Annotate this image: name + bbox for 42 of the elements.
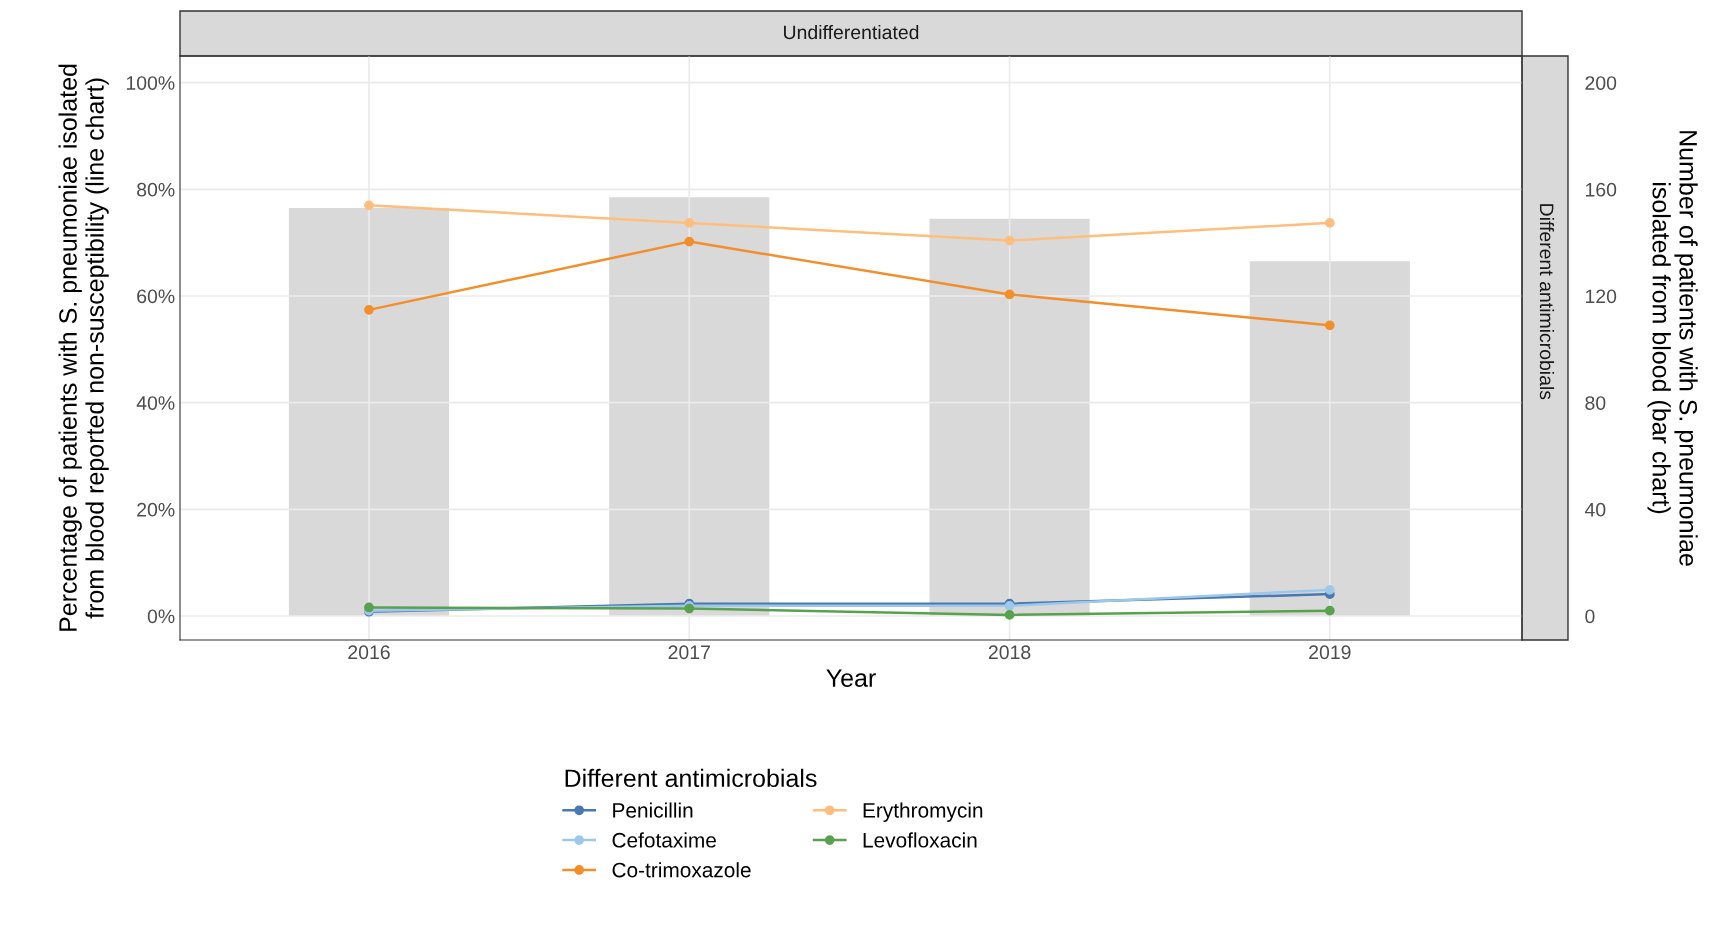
x-tick-label: 2016 xyxy=(348,645,390,660)
y2-axis-title: Number of patients with S. pneumoniae isolated from blood (bar chart) xyxy=(1647,131,1698,566)
y-tick-label: 100% xyxy=(126,76,175,90)
point xyxy=(1004,610,1015,620)
point xyxy=(1324,320,1335,331)
x-tick-label: 2017 xyxy=(668,645,710,660)
x-tick-label: 2019 xyxy=(1309,645,1351,660)
y2-tick-label: 200 xyxy=(1585,76,1617,90)
y2-tick-label: 80 xyxy=(1585,396,1606,410)
point xyxy=(1004,235,1015,246)
point xyxy=(684,236,695,247)
text: Different antimicrobials xyxy=(1539,204,1555,400)
y-axis-title: Percentage of patients with S. pneumoniae isolated from blood reported non-susceptibility (line chart) xyxy=(58,64,109,631)
y2-tick-label: 40 xyxy=(1584,502,1606,517)
point xyxy=(684,218,695,228)
legend-label: Erythromycin xyxy=(863,802,983,822)
y2-tick-label: 160 xyxy=(1585,182,1617,197)
y-tick-label: 60% xyxy=(137,289,175,304)
legend-label: Penicillin xyxy=(613,802,693,818)
y-tick-label: 80% xyxy=(137,182,175,197)
point xyxy=(364,305,374,315)
legend-title: Different antimicrobials xyxy=(565,768,817,788)
y-tick-label: 40% xyxy=(136,396,175,410)
legend-label: Levofloxacin xyxy=(863,832,977,848)
legend-label: Cefotaxime xyxy=(612,832,716,848)
x-axis-title: Year xyxy=(826,669,876,687)
point xyxy=(364,200,374,211)
y-tick-label: 0% xyxy=(147,609,175,624)
bar xyxy=(929,218,1090,616)
bar xyxy=(1249,261,1410,616)
y-tick-label: 20% xyxy=(137,502,175,517)
point xyxy=(1004,289,1015,300)
point xyxy=(1324,585,1335,595)
x-tick-label: 2018 xyxy=(988,645,1031,660)
bar xyxy=(609,197,770,616)
text: Undifferentiated xyxy=(784,24,919,40)
bar xyxy=(288,208,450,616)
legend-label: Co-trimoxazole xyxy=(612,862,751,878)
y2-tick-label: 120 xyxy=(1585,289,1617,304)
point xyxy=(1324,218,1335,228)
y2-tick-label: 0 xyxy=(1585,609,1595,624)
point xyxy=(1324,605,1335,616)
